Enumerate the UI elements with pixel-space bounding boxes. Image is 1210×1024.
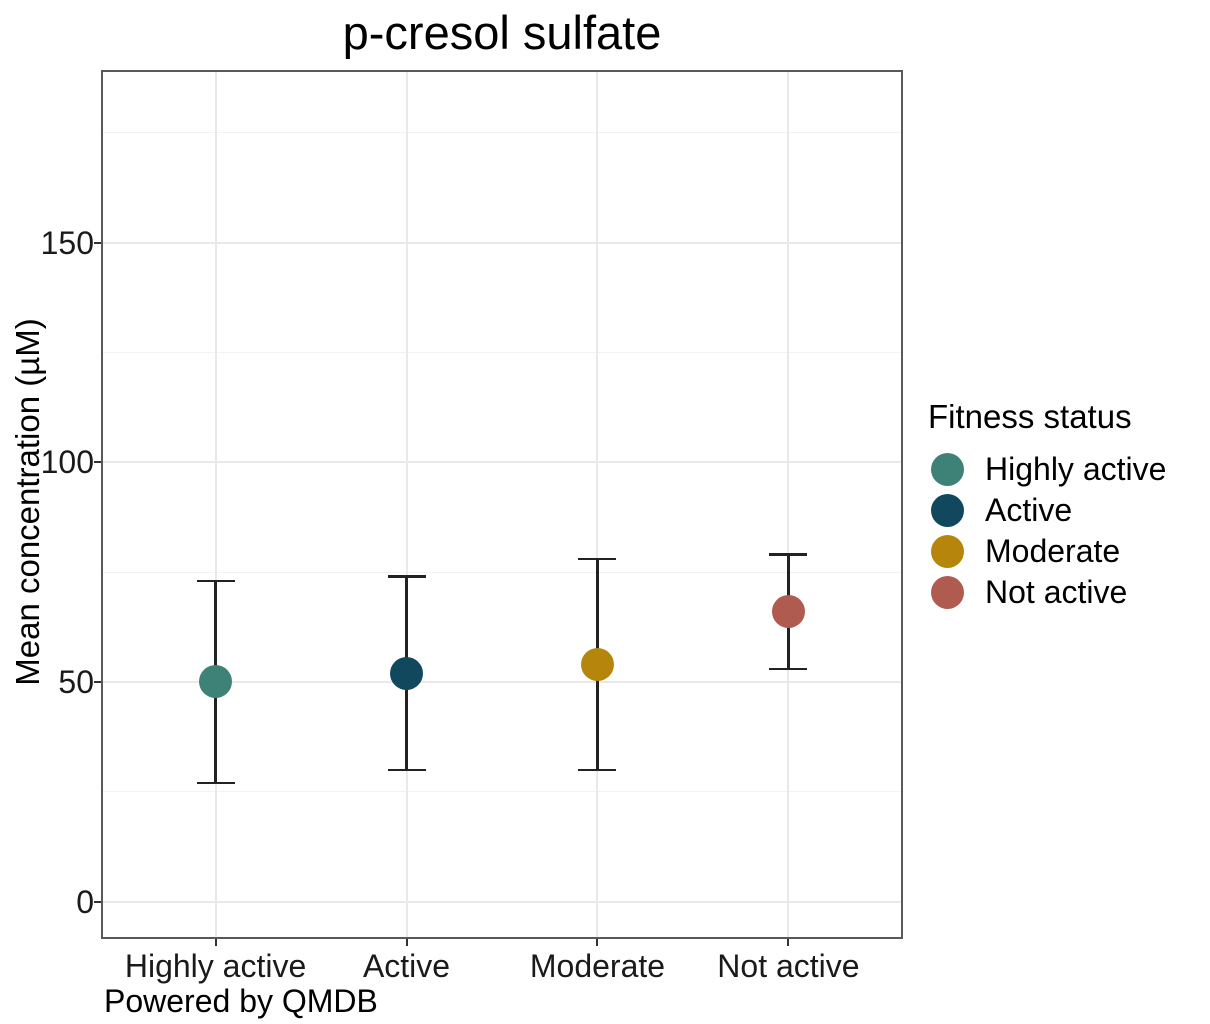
errorbar-cap-top [578, 557, 617, 561]
minor-gridline [103, 571, 901, 573]
x-tick-mark [214, 939, 217, 946]
legend-entries: Highly active Active Moderate Not active [928, 449, 1166, 613]
y-tick-label: 0 [76, 883, 94, 920]
y-tick-mark [94, 241, 101, 244]
legend-entry-label: Highly active [985, 451, 1167, 487]
errorbar-cap-top [196, 579, 235, 583]
major-gridline [103, 680, 901, 683]
legend-swatch [931, 494, 964, 527]
errorbar-cap-top [387, 575, 426, 578]
y-tick-mark [94, 680, 101, 683]
panel-border [101, 70, 903, 939]
errorbar-cap-bottom [578, 768, 617, 772]
legend: Fitness status Highly active Active Modera… [928, 398, 1166, 613]
data-point [390, 656, 424, 690]
vertical-gridline [596, 72, 599, 937]
y-tick-label: 100 [40, 444, 94, 481]
legend-entry-label: Moderate [985, 533, 1121, 569]
legend-swatch [931, 535, 964, 568]
vertical-gridline [787, 72, 790, 937]
data-point [199, 665, 233, 699]
major-gridline [103, 461, 901, 464]
vertical-gridline [214, 72, 217, 937]
data-point [580, 647, 614, 681]
minor-gridline [103, 351, 901, 353]
errorbar-cap-bottom [769, 667, 808, 671]
caption-text: Powered by QMDB [104, 983, 378, 1019]
legend-entry: Not active [928, 572, 1166, 613]
major-gridline [103, 900, 901, 903]
legend-swatch [931, 576, 964, 609]
x-tick-mark [405, 939, 408, 946]
x-tick-label: Highly active [124, 948, 307, 984]
y-tick-label: 50 [58, 663, 94, 700]
legend-entry: Highly active [928, 449, 1166, 490]
y-axis-label: Mean concentration (µM) [9, 318, 46, 686]
x-tick-label: Not active [717, 948, 860, 984]
chart-title: p-cresol sulfate [342, 6, 662, 59]
major-gridline [103, 241, 901, 244]
y-tick-mark [94, 461, 101, 464]
x-tick-mark [596, 939, 599, 946]
y-tick-label: 150 [40, 224, 94, 261]
vertical-gridline [405, 72, 408, 937]
legend-entry: Active [928, 490, 1166, 531]
errorbar-cap-bottom [387, 768, 426, 772]
x-tick-label: Active [362, 948, 451, 984]
legend-swatch [931, 453, 964, 486]
x-tick-label: Moderate [529, 948, 666, 984]
y-tick-mark [94, 900, 101, 903]
legend-entry: Moderate [928, 531, 1166, 572]
errorbar-cap-bottom [196, 781, 235, 785]
minor-gridline [103, 791, 901, 793]
legend-entry-label: Active [985, 492, 1073, 528]
data-point [771, 595, 805, 629]
errorbar-cap-top [769, 553, 808, 556]
legend-entry-label: Not active [985, 574, 1128, 610]
minor-gridline [103, 132, 901, 134]
legend-title: Fitness status [928, 398, 1132, 435]
x-tick-mark [787, 939, 790, 946]
